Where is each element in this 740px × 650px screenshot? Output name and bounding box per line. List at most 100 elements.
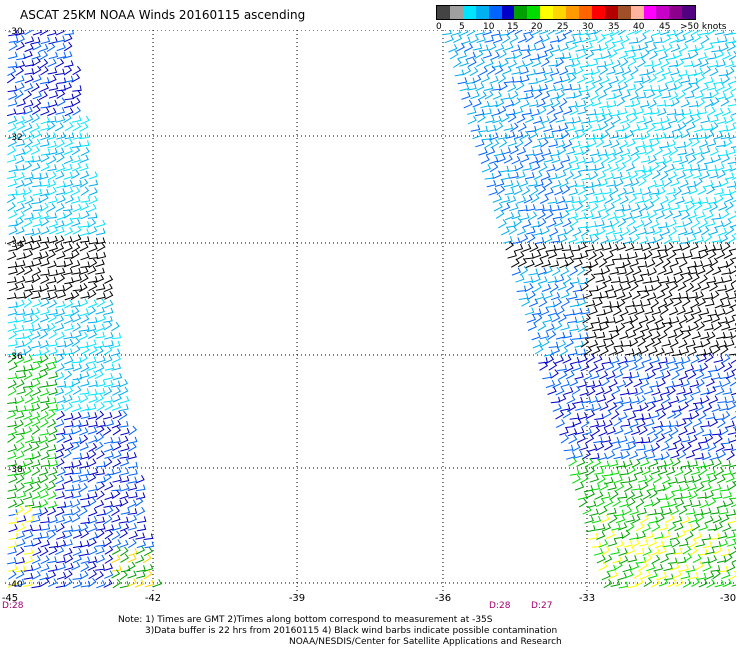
wind-barb <box>533 89 543 100</box>
wind-barb <box>119 452 130 459</box>
wind-barb <box>493 35 503 44</box>
wind-barb <box>453 58 462 68</box>
wind-barb <box>516 227 527 236</box>
wind-barb <box>706 83 717 91</box>
wind-barb <box>574 427 585 435</box>
wind-barb <box>597 204 607 213</box>
wind-barb <box>510 258 520 268</box>
wind-barb <box>618 81 628 91</box>
wind-barb <box>62 236 73 244</box>
wind-barb <box>615 262 626 269</box>
wind-barb <box>513 106 524 115</box>
wind-barb <box>557 146 567 156</box>
wind-barb <box>545 323 555 332</box>
wind-barb <box>7 308 18 316</box>
wind-barb <box>48 387 58 396</box>
wind-barb <box>723 249 733 259</box>
wind-barb <box>64 562 74 571</box>
wind-barb <box>714 220 724 229</box>
wind-barb <box>475 58 485 68</box>
wind-barb <box>650 219 660 229</box>
wind-barb <box>721 378 731 388</box>
wind-barb <box>614 67 625 75</box>
wind-barb <box>677 450 687 460</box>
wind-barb <box>15 41 25 51</box>
wind-barb <box>23 505 32 515</box>
legend-swatch <box>643 6 657 19</box>
wind-barb <box>586 525 596 533</box>
wind-barb <box>560 322 570 331</box>
wind-barb <box>522 163 532 171</box>
wind-barb <box>715 413 725 421</box>
wind-barb <box>615 460 626 468</box>
wind-barb <box>650 547 660 556</box>
wind-barb <box>649 489 658 499</box>
wind-barb <box>40 460 51 467</box>
wind-barb <box>678 315 688 325</box>
wind-barb <box>704 323 714 331</box>
wind-barb <box>683 524 694 533</box>
wind-barb <box>669 532 680 540</box>
wind-barb <box>110 348 121 357</box>
wind-barb <box>729 546 736 556</box>
wind-barb <box>48 474 58 484</box>
wind-barb <box>564 59 575 68</box>
wind-barb <box>39 490 49 499</box>
wind-barb <box>111 565 122 572</box>
wind-barb <box>700 556 710 564</box>
wind-barb <box>716 92 727 100</box>
wind-barb <box>537 185 547 195</box>
wind-barb <box>634 275 644 283</box>
wind-barb <box>40 180 51 187</box>
wind-barb <box>730 392 736 396</box>
wind-barb <box>507 250 517 259</box>
wind-barb <box>494 179 505 187</box>
wind-barb <box>732 199 736 203</box>
wind-barb <box>621 148 631 157</box>
wind-barb <box>723 362 733 372</box>
wind-barb <box>699 58 709 68</box>
wind-barb <box>55 419 65 428</box>
wind-barb <box>505 241 514 251</box>
wind-barb <box>8 30 18 37</box>
wind-barb <box>40 217 50 227</box>
wind-barb <box>687 370 697 380</box>
wind-barb <box>605 530 616 539</box>
wind-barb <box>56 433 66 443</box>
wind-barb <box>678 69 688 77</box>
wind-barb <box>697 354 707 363</box>
wind-barb <box>16 482 25 492</box>
wind-barb <box>622 291 633 301</box>
wind-barb <box>63 113 72 124</box>
wind-barb <box>603 306 613 315</box>
wind-barb <box>617 30 627 36</box>
wind-barb <box>79 140 90 147</box>
wind-barb <box>614 426 624 435</box>
wind-barb <box>700 34 710 45</box>
wind-barb <box>601 50 612 59</box>
wind-barb <box>39 442 49 451</box>
wind-barb <box>654 371 665 380</box>
wind-barb <box>15 155 25 165</box>
wind-barb <box>96 219 106 228</box>
wind-barb <box>594 243 604 252</box>
wind-barb <box>72 419 82 428</box>
wind-barb <box>595 442 605 452</box>
wind-barb <box>653 532 664 540</box>
wind-barb <box>16 515 27 523</box>
wind-barb <box>15 450 25 460</box>
wind-barb <box>663 43 673 53</box>
wind-barb <box>54 315 65 324</box>
wind-barb <box>625 546 636 555</box>
wind-barb <box>64 299 74 309</box>
wind-barb <box>586 500 597 509</box>
wind-barb <box>621 122 631 132</box>
wind-barb <box>545 355 555 365</box>
wind-barb <box>659 195 669 205</box>
wind-barb <box>96 528 105 539</box>
wind-barb <box>40 148 51 156</box>
wind-barb <box>530 53 540 61</box>
wind-barb <box>692 474 702 483</box>
wind-barb <box>688 291 699 299</box>
wind-barb <box>55 443 65 453</box>
